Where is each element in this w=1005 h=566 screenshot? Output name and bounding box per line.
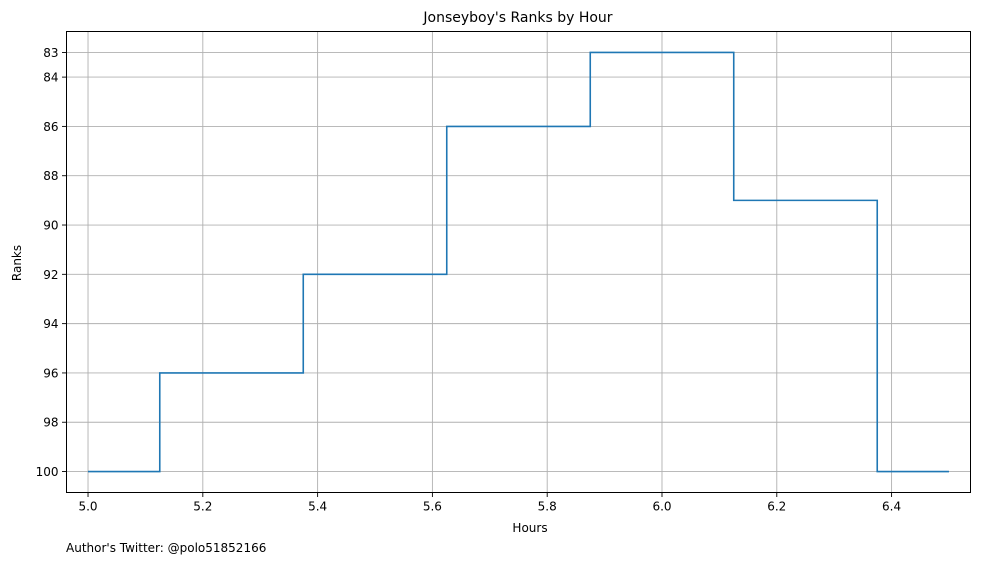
y-tick-label: 94 [43,317,58,331]
y-axis-label: Ranks [10,245,24,281]
x-axis-label: Hours [512,521,547,535]
x-tick-label: 6.0 [652,500,671,514]
grid-lines [66,31,971,493]
x-axis-ticks: 5.0 5.2 5.4 5.6 5.8 6.0 6.2 6.4 [78,492,901,514]
rank-step-line [88,51,949,473]
y-tick-label: 90 [43,219,58,233]
x-tick-label: 5.4 [308,500,327,514]
plot-area-frame [66,31,971,493]
series-layer [88,51,949,473]
x-tick-label: 5.6 [423,500,442,514]
x-tick-label: 5.0 [78,500,97,514]
x-tick-label: 5.2 [193,500,212,514]
y-tick-label: 86 [43,120,58,134]
y-tick-label: 88 [43,169,58,183]
x-tick-label: 6.4 [882,500,901,514]
x-tick-label: 5.8 [538,500,557,514]
y-tick-label: 100 [36,465,59,479]
y-tick-label: 84 [43,71,58,85]
chart-title: Jonseyboy's Ranks by Hour [422,10,612,26]
author-footnote: Author's Twitter: @polo51852166 [66,541,266,555]
y-tick-label: 98 [43,416,58,430]
y-tick-label: 83 [43,46,58,60]
y-tick-label: 96 [43,366,58,380]
x-tick-label: 6.2 [767,500,786,514]
y-axis-ticks: 83 84 86 88 90 92 94 96 98 100 [36,46,67,479]
y-tick-label: 92 [43,268,58,282]
